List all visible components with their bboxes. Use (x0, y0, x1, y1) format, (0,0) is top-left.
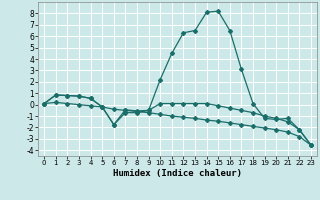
X-axis label: Humidex (Indice chaleur): Humidex (Indice chaleur) (113, 169, 242, 178)
